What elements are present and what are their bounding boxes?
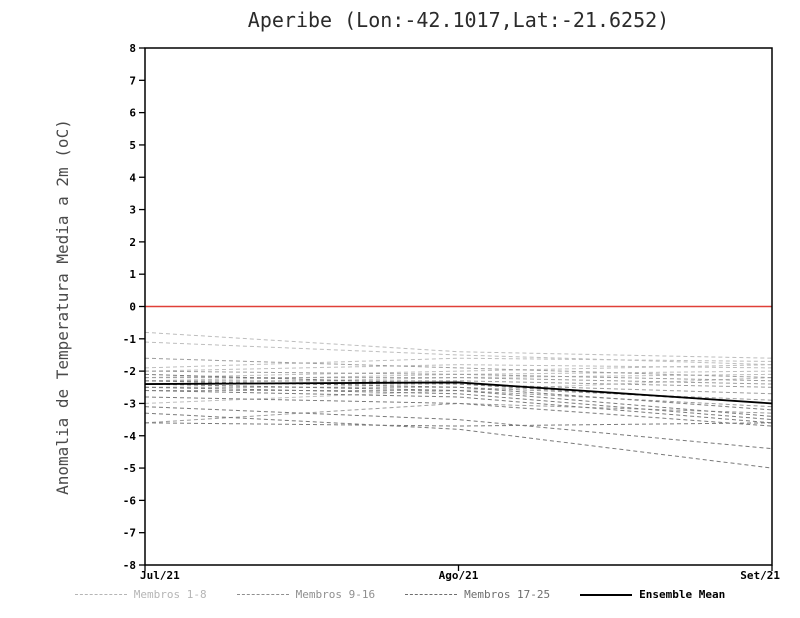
svg-text:Set/21: Set/21: [740, 569, 780, 582]
legend-label: Ensemble Mean: [639, 588, 726, 601]
dashed-line-swatch-dark: [405, 594, 458, 595]
svg-text:-4: -4: [123, 430, 137, 443]
svg-text:5: 5: [129, 139, 136, 152]
legend: Membros 1-8 Membros 9-16 Membros 17-25 E…: [0, 588, 800, 601]
legend-item-ensemble-mean: Ensemble Mean: [580, 588, 725, 601]
svg-text:-6: -6: [123, 494, 137, 507]
svg-text:-8: -8: [123, 559, 136, 572]
dashed-line-swatch-medium: [236, 594, 289, 595]
legend-item-membros-9-16: Membros 9-16: [236, 588, 376, 601]
svg-text:-1: -1: [123, 333, 137, 346]
legend-item-membros-17-25: Membros 17-25: [405, 588, 550, 601]
svg-text:Jul/21: Jul/21: [140, 569, 180, 582]
solid-line-swatch: [580, 593, 633, 596]
svg-text:2: 2: [129, 236, 136, 249]
svg-text:0: 0: [129, 301, 136, 314]
svg-text:7: 7: [129, 74, 136, 87]
legend-label: Membros 17-25: [464, 588, 551, 601]
svg-text:3: 3: [129, 204, 136, 217]
svg-text:-5: -5: [123, 462, 136, 475]
legend-label: Membros 1-8: [133, 588, 207, 601]
svg-text:Ago/21: Ago/21: [439, 569, 479, 582]
svg-text:1: 1: [129, 268, 136, 281]
svg-text:4: 4: [129, 171, 136, 184]
legend-item-membros-1-8: Membros 1-8: [74, 588, 207, 601]
dashed-line-swatch-light: [74, 594, 127, 595]
svg-text:-3: -3: [123, 397, 136, 410]
svg-text:-7: -7: [123, 527, 136, 540]
svg-text:6: 6: [129, 107, 136, 120]
legend-label: Membros 9-16: [295, 588, 376, 601]
svg-text:-2: -2: [123, 365, 136, 378]
svg-text:8: 8: [129, 42, 136, 55]
chart-title: Aperibe (Lon:-42.1017,Lat:-21.6252): [247, 8, 670, 32]
